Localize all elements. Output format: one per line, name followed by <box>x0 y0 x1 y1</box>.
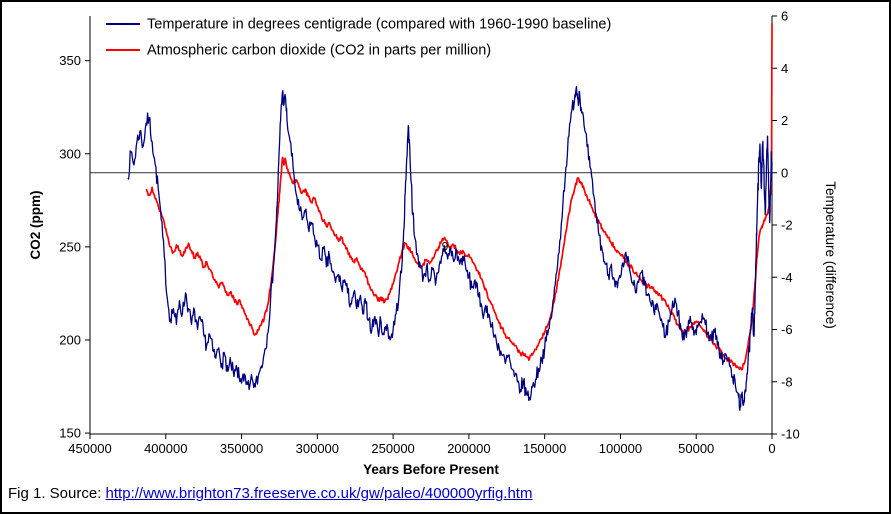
left-tick-label: 250 <box>59 239 81 254</box>
left-tick-label: 200 <box>59 332 81 347</box>
x-tick-label: 50000 <box>678 441 714 456</box>
right-tick-label: 0 <box>781 165 788 180</box>
right-tick-label: 2 <box>781 113 788 128</box>
right-tick-label: -2 <box>781 218 793 233</box>
right-tick-label: -8 <box>781 374 793 389</box>
legend-label-0: Temperature in degrees centigrade (compa… <box>147 17 611 33</box>
x-tick-label: 200000 <box>447 441 490 456</box>
annotation-9: 9 <box>442 240 449 254</box>
left-tick-label: 150 <box>59 426 81 441</box>
right-tick-label: -4 <box>781 270 793 285</box>
x-tick-label: 150000 <box>523 441 566 456</box>
right-tick-label: -10 <box>781 427 800 442</box>
x-tick-label: 400000 <box>144 441 187 456</box>
right-tick-label: 6 <box>781 9 788 24</box>
x-tick-label: 250000 <box>371 441 414 456</box>
x-tick-label: 300000 <box>296 441 339 456</box>
caption-text: Fig 1. Source: <box>8 485 106 502</box>
x-tick-label: 450000 <box>68 441 111 456</box>
source-link[interactable]: http://www.brighton73.freeserve.co.uk/gw… <box>105 485 533 502</box>
temperature-series-line <box>127 85 773 411</box>
x-tick-label: 0 <box>768 441 775 456</box>
x-axis-title: Years Before Present <box>363 462 499 477</box>
right-tick-label: -6 <box>781 322 793 337</box>
legend-label-1: Atmospheric carbon dioxide (CO2 in parts… <box>147 43 491 59</box>
right-tick-label: 4 <box>781 61 788 76</box>
left-axis-title: CO2 (ppm) <box>28 191 43 260</box>
figure-caption: Fig 1. Source: http://www.brighton73.fre… <box>2 480 889 502</box>
left-tick-label: 300 <box>59 146 81 161</box>
x-tick-label: 350000 <box>220 441 263 456</box>
right-axis-title: Temperature (difference) <box>823 181 838 329</box>
climate-chart-svg: 350 300 250 200 150 6 4 2 0 -2 -4 -6 -8 -10 450000 4000… <box>28 9 838 478</box>
x-tick-label: 100000 <box>599 441 642 456</box>
left-tick-label: 350 <box>59 53 81 68</box>
co2-series-line <box>145 23 773 371</box>
